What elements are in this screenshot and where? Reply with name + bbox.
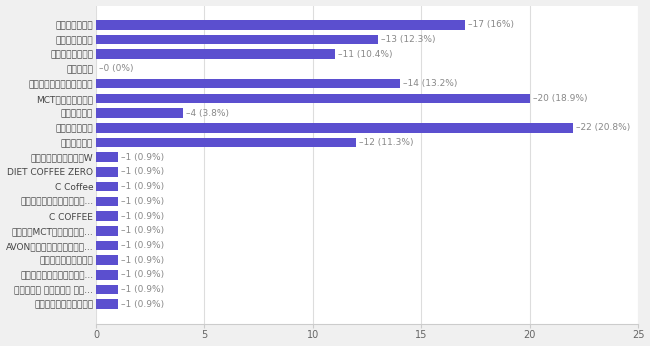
Bar [96,79,400,89]
Text: –1 (0.9%): –1 (0.9%) [121,226,164,235]
Text: –20 (18.9%): –20 (18.9%) [533,94,588,103]
Text: –13 (12.3%): –13 (12.3%) [381,35,436,44]
Text: –1 (0.9%): –1 (0.9%) [121,256,164,265]
Bar [96,123,573,133]
Text: –1 (0.9%): –1 (0.9%) [121,182,164,191]
Text: –14 (13.2%): –14 (13.2%) [403,79,457,88]
Text: –17 (16%): –17 (16%) [468,20,514,29]
Text: –4 (3.8%): –4 (3.8%) [186,109,229,118]
Text: –1 (0.9%): –1 (0.9%) [121,197,164,206]
Text: –22 (20.8%): –22 (20.8%) [577,123,630,132]
Bar [96,241,118,250]
Bar [96,226,118,236]
Text: –1 (0.9%): –1 (0.9%) [121,300,164,309]
Bar [96,270,118,280]
Bar [96,35,378,44]
Bar [96,285,118,294]
Text: –1 (0.9%): –1 (0.9%) [121,211,164,220]
Text: –1 (0.9%): –1 (0.9%) [121,285,164,294]
Bar [96,300,118,309]
Text: –11 (10.4%): –11 (10.4%) [338,50,393,59]
Bar [96,211,118,221]
Bar [96,20,465,29]
Bar [96,93,530,103]
Bar [96,255,118,265]
Bar [96,182,118,191]
Bar [96,138,356,147]
Bar [96,197,118,206]
Bar [96,167,118,177]
Bar [96,49,335,59]
Text: –0 (0%): –0 (0%) [99,64,134,73]
Bar [96,152,118,162]
Text: –12 (11.3%): –12 (11.3%) [359,138,414,147]
Bar [96,108,183,118]
Text: –1 (0.9%): –1 (0.9%) [121,270,164,279]
Text: –1 (0.9%): –1 (0.9%) [121,153,164,162]
Text: –1 (0.9%): –1 (0.9%) [121,241,164,250]
Text: –1 (0.9%): –1 (0.9%) [121,167,164,176]
